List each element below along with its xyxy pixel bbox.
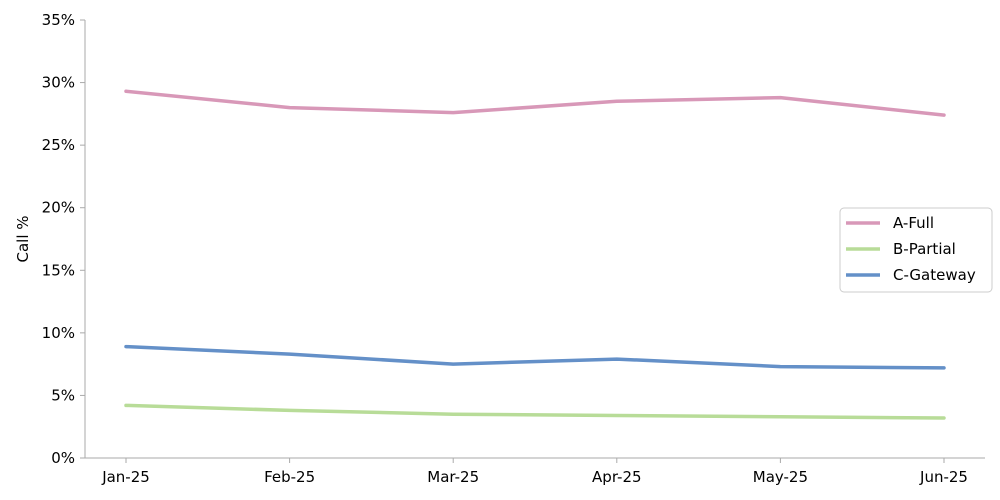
y-tick-label: 30% — [42, 74, 75, 92]
y-ticks: 0% 5% 10% 15% 20% 25% 30% 35% — [42, 11, 85, 467]
series-line-b-partial — [124, 403, 946, 420]
x-tick-label: Feb-25 — [264, 468, 315, 486]
series-line-c-gateway — [124, 344, 946, 370]
y-tick-label: 35% — [42, 11, 75, 29]
legend-item: C-Gateway — [846, 266, 976, 284]
y-tick-label: 10% — [42, 324, 75, 342]
series-line-a-full — [124, 89, 946, 117]
y-tick-label: 0% — [51, 449, 75, 467]
legend-label: C-Gateway — [893, 266, 976, 284]
x-ticks: Jan-25 Feb-25 Mar-25 Apr-25 May-25 Jun-25 — [101, 458, 968, 486]
x-tick-label: Mar-25 — [427, 468, 479, 486]
series-lines — [124, 89, 946, 420]
legend-item: B-Partial — [846, 240, 956, 258]
x-tick-label: Jan-25 — [101, 468, 150, 486]
y-tick-label: 5% — [51, 386, 75, 404]
x-tick-label: May-25 — [753, 468, 808, 486]
y-axis-label: Call % — [14, 215, 32, 262]
legend-label: A-Full — [893, 214, 934, 232]
x-tick-label: Jun-25 — [919, 468, 968, 486]
legend: A-Full B-Partial C-Gateway — [839, 207, 993, 293]
legend-box — [839, 207, 993, 293]
axes — [84, 20, 985, 459]
legend-label: B-Partial — [893, 240, 956, 258]
y-tick-label: 15% — [42, 261, 75, 279]
y-tick-label: 20% — [42, 199, 75, 217]
x-tick-label: Apr-25 — [592, 468, 642, 486]
legend-item: A-Full — [846, 214, 934, 232]
y-tick-label: 25% — [42, 136, 75, 154]
